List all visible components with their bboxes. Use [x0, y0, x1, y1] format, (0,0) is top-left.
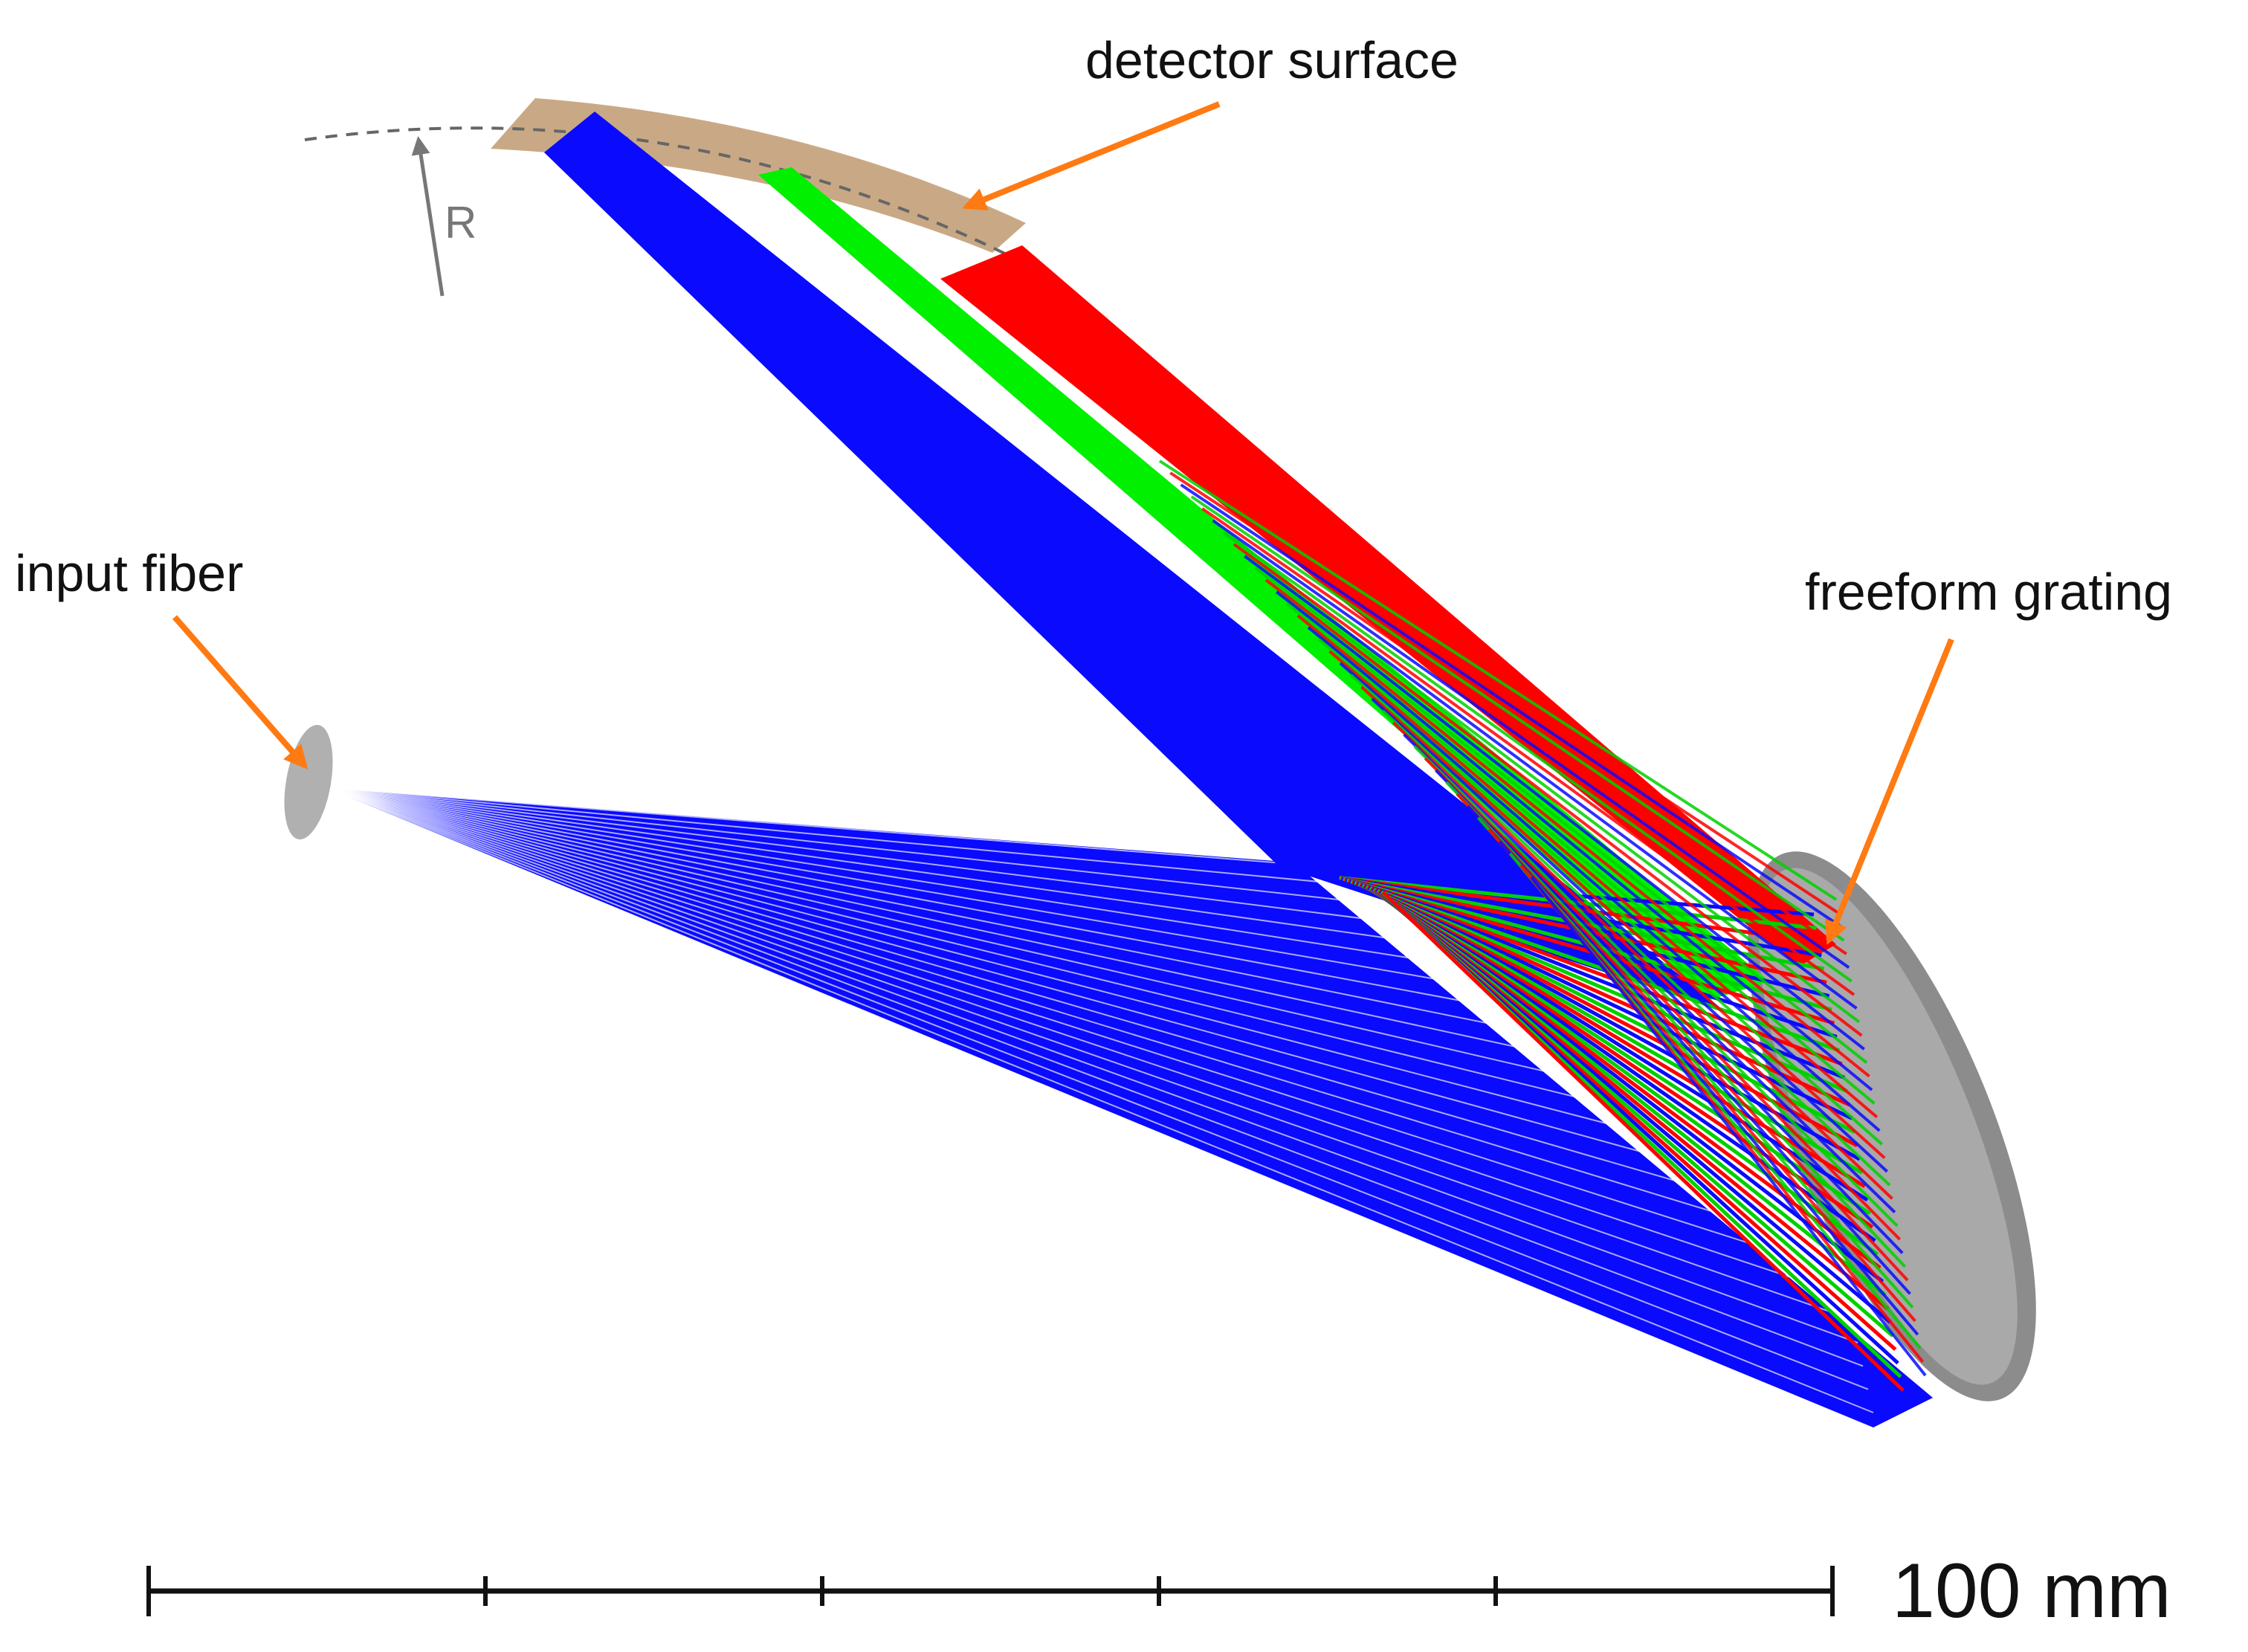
- radius-arrow: [411, 136, 445, 297]
- fiber-callout-arrow: [172, 615, 309, 769]
- blue-beam: [544, 112, 1725, 1011]
- crossing-ray: [1424, 757, 1902, 1241]
- crossing-ray: [1434, 769, 1904, 1254]
- crossing-ray: [1351, 880, 1843, 1066]
- input-ray: [326, 787, 1869, 1390]
- crossing-ray: [1349, 674, 1884, 1146]
- crossing-ray: [1296, 614, 1870, 1078]
- crossing-ray: [1381, 891, 1905, 1392]
- crossing-ray: [1264, 578, 1863, 1037]
- crossing-ray: [1212, 519, 1850, 969]
- input-fiber-label: input fiber: [15, 544, 243, 602]
- input-ray: [326, 787, 1853, 1320]
- input-ray: [326, 787, 1817, 1158]
- crossing-ray: [1349, 879, 1838, 1039]
- input-ray: [326, 787, 1827, 1204]
- input-ray: [326, 787, 1864, 1367]
- input-ray: [326, 787, 1874, 1413]
- crossing-ray: [1158, 459, 1838, 901]
- input-ray: [326, 787, 1822, 1181]
- crossing-ray: [1201, 507, 1847, 955]
- crossing-ray: [1381, 709, 1891, 1187]
- input-beam: [327, 788, 1933, 1427]
- crossing-ray: [1328, 650, 1879, 1119]
- input-ray: [326, 787, 1843, 1274]
- crossing-ray: [1403, 733, 1896, 1214]
- grating-callout-arrow: [1824, 638, 1954, 945]
- input-ray: [326, 787, 1832, 1227]
- crossing-ray: [1254, 567, 1861, 1024]
- scale-bar-label: 100 mm: [1892, 1548, 2171, 1634]
- crossing-ray: [1371, 697, 1888, 1173]
- input-ray: [326, 787, 1838, 1251]
- crossing-ray: [1222, 531, 1853, 983]
- red-beam: [940, 245, 1836, 967]
- input-ray: [326, 787, 1848, 1297]
- radius-label: R: [445, 198, 477, 248]
- input-fiber: [284, 725, 333, 839]
- crossing-ray: [1233, 543, 1855, 996]
- detector-callout-arrow: [962, 101, 1221, 211]
- input-ray: [326, 787, 1858, 1344]
- detector-surface-label: detector surface: [1085, 31, 1459, 89]
- crossing-ray: [1286, 602, 1868, 1064]
- freeform-grating: [1748, 851, 2036, 1401]
- crossing-ray: [1307, 626, 1873, 1091]
- detector-radius-arc: [304, 126, 1012, 258]
- scale-bar: [146, 1566, 1835, 1616]
- crossing-ray: [1180, 483, 1842, 929]
- freeform-grating-label: freeform grating: [1805, 563, 2172, 621]
- crossing-ray: [1169, 471, 1840, 914]
- crossing-ray: [1190, 495, 1845, 942]
- crossing-ray: [1275, 590, 1865, 1051]
- crossing-ray: [1244, 555, 1858, 1010]
- crossing-ray: [1350, 880, 1841, 1053]
- crossing-ray: [1339, 662, 1881, 1132]
- crossing-rays: [1158, 459, 1927, 1392]
- crossing-ray: [1318, 638, 1876, 1105]
- crossing-ray: [1360, 685, 1886, 1159]
- input-ray: [326, 787, 1812, 1135]
- crossing-ray: [1413, 745, 1899, 1227]
- crossing-ray: [1530, 876, 1927, 1377]
- crossing-ray: [1392, 721, 1893, 1200]
